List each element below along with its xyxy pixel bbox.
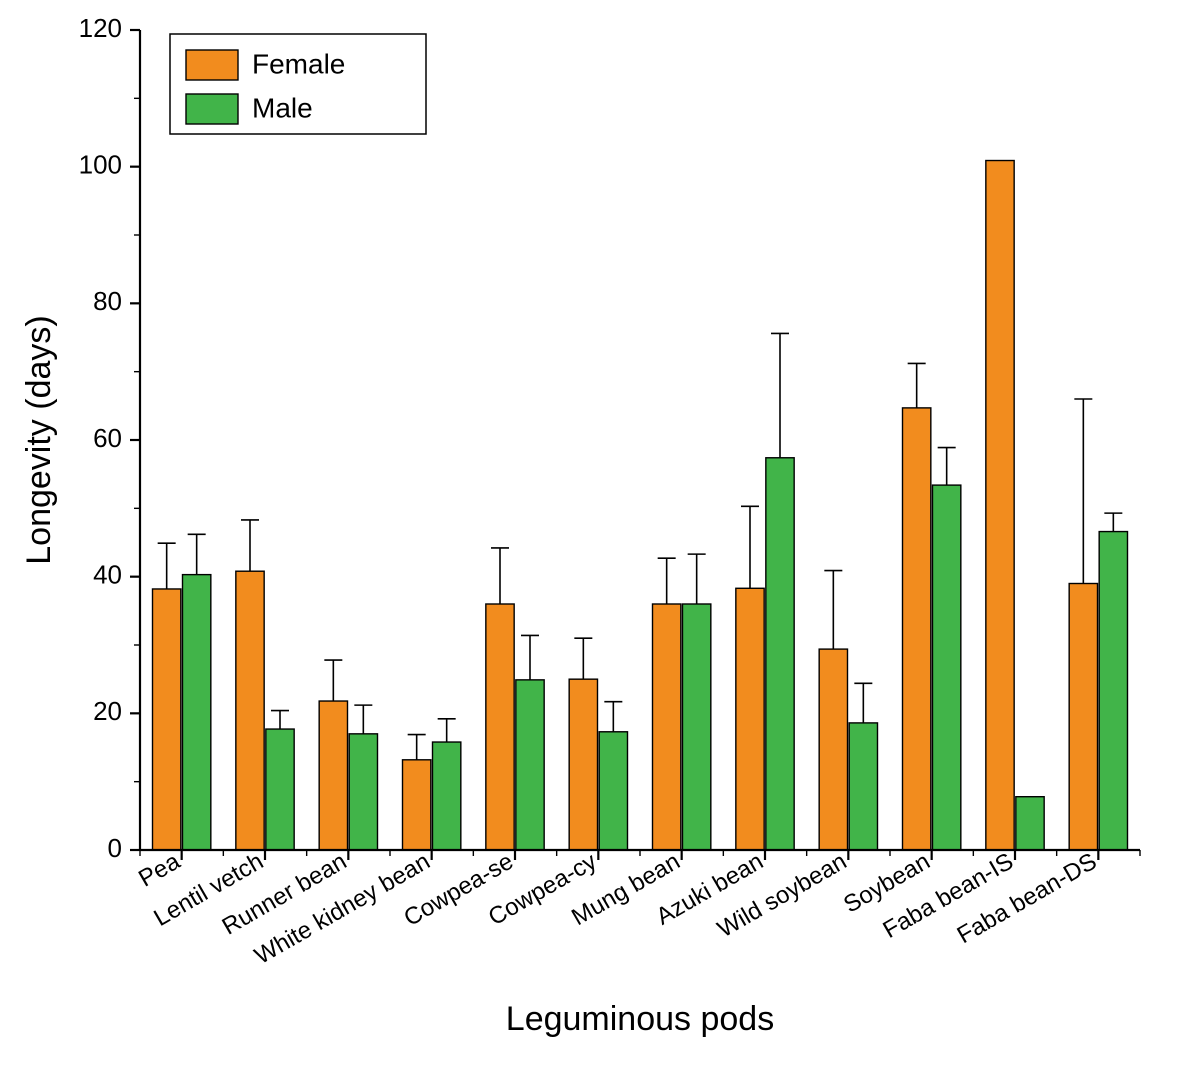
x-axis-label: Leguminous pods bbox=[506, 1000, 774, 1038]
bar bbox=[653, 604, 681, 850]
x-tick-label: Faba bean-DS bbox=[953, 848, 1102, 949]
y-tick-label: 20 bbox=[93, 696, 122, 726]
y-tick-label: 80 bbox=[93, 286, 122, 316]
chart-container: 020406080100120PeaLentil vetchRunner bea… bbox=[0, 0, 1182, 1070]
bar bbox=[736, 588, 764, 850]
bar bbox=[1099, 532, 1127, 850]
bar bbox=[403, 760, 431, 850]
bar bbox=[516, 680, 544, 850]
y-tick-label: 0 bbox=[108, 833, 122, 863]
y-tick-label: 100 bbox=[79, 150, 122, 180]
bar bbox=[903, 408, 931, 850]
bar bbox=[433, 742, 461, 850]
bar bbox=[819, 649, 847, 850]
legend-swatch bbox=[186, 50, 238, 80]
bar bbox=[153, 589, 181, 850]
bars-group bbox=[153, 161, 1128, 850]
axes: 020406080100120PeaLentil vetchRunner bea… bbox=[20, 13, 1140, 1038]
bar bbox=[683, 604, 711, 850]
bar bbox=[349, 734, 377, 850]
bar bbox=[599, 732, 627, 850]
bar bbox=[266, 729, 294, 850]
bar bbox=[183, 575, 211, 850]
bar bbox=[486, 604, 514, 850]
legend: Female Male bbox=[170, 34, 426, 134]
y-tick-label: 40 bbox=[93, 560, 122, 590]
legend-label: Female bbox=[252, 48, 345, 79]
y-axis-label: Longevity (days) bbox=[20, 315, 58, 564]
bar bbox=[986, 161, 1014, 850]
bar bbox=[236, 571, 264, 850]
x-tick-label: Pea bbox=[134, 847, 185, 892]
bar bbox=[849, 723, 877, 850]
bar bbox=[1016, 797, 1044, 850]
longevity-bar-chart: 020406080100120PeaLentil vetchRunner bea… bbox=[0, 0, 1182, 1070]
bar bbox=[319, 701, 347, 850]
bar bbox=[569, 679, 597, 850]
bar bbox=[933, 485, 961, 850]
bar bbox=[766, 458, 794, 850]
y-tick-label: 60 bbox=[93, 423, 122, 453]
legend-label: Male bbox=[252, 92, 313, 123]
legend-swatch bbox=[186, 94, 238, 124]
bar bbox=[1069, 584, 1097, 851]
y-tick-label: 120 bbox=[79, 13, 122, 43]
